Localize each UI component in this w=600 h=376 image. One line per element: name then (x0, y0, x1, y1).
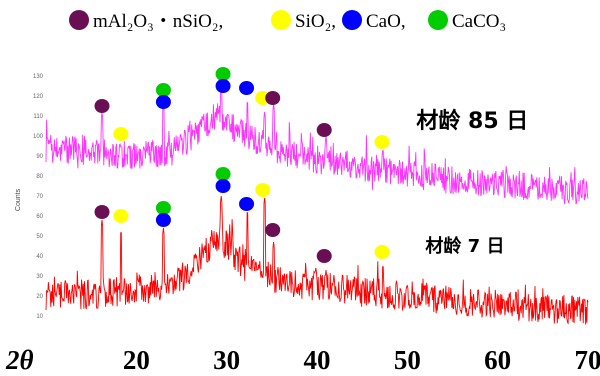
legend-marker-2 (342, 10, 362, 30)
phase-marker-mAl2O3 (265, 91, 281, 105)
phase-marker-CaCO3 (155, 201, 171, 215)
y-axis-label: Counts (15, 188, 22, 211)
phase-marker-CaO (155, 95, 171, 109)
x-axis: 20 30 40 50 60 70 2θ (5, 345, 600, 375)
y-tick-label: 100 (33, 134, 44, 140)
phase-marker-CaO (215, 179, 231, 193)
phase-marker-SiO2 (113, 209, 129, 223)
y-tick-label: 120 (33, 94, 44, 100)
series-line-0 (45, 87, 589, 205)
legend-label-3: CaCO₃ (452, 11, 506, 32)
x-tick-label: 60 (484, 345, 511, 375)
phase-marker-mAl2O3 (94, 205, 110, 219)
phase-marker-SiO2 (374, 245, 390, 259)
phase-marker-SiO2 (113, 127, 129, 141)
y-tick-label: 10 (36, 314, 43, 320)
y-tick-label: 60 (36, 214, 43, 220)
phase-marker-mAl2O3 (316, 249, 332, 263)
phase-marker-CaO (239, 197, 255, 211)
x-tick-label: 20 (123, 345, 150, 375)
legend-marker-3 (428, 10, 448, 30)
x-axis-label: 2θ (5, 345, 34, 375)
y-tick-label: 70 (36, 194, 43, 200)
phase-markers (94, 67, 390, 263)
x-tick-label: 70 (575, 345, 600, 375)
phase-marker-mAl2O3 (316, 123, 332, 137)
legend-marker-0 (69, 10, 89, 30)
y-tick-label: 80 (36, 174, 43, 180)
phase-marker-CaCO3 (215, 167, 231, 181)
y-tick-label: 110 (33, 114, 43, 120)
phase-marker-CaO (215, 79, 231, 93)
x-tick-label: 30 (213, 345, 240, 375)
annotation-1: 材龄 7 日 (425, 235, 504, 257)
annotation-0: 材龄 85 日 (416, 108, 528, 134)
legend: mAl₂O₃・nSiO₂, SiO₂, CaO, CaCO₃ (69, 10, 506, 32)
phase-marker-SiO2 (374, 135, 390, 149)
legend-marker-1 (271, 10, 291, 30)
phase-marker-SiO2 (255, 183, 271, 197)
plot-area (45, 87, 589, 325)
legend-label-1: SiO₂, (295, 11, 336, 32)
phase-marker-mAl2O3 (265, 223, 281, 237)
phase-marker-CaCO3 (155, 83, 171, 97)
y-tick-label: 130 (33, 74, 44, 80)
series-line-1 (45, 195, 589, 325)
phase-marker-CaO (239, 81, 255, 95)
legend-label-0: mAl₂O₃・nSiO₂, (93, 11, 223, 32)
y-tick-label: 30 (36, 274, 43, 280)
y-axis: 10 20 30 40 50 60 70 80 90 100 110 120 130 Counts (15, 74, 44, 320)
y-tick-label: 90 (36, 154, 43, 160)
x-tick-label: 50 (394, 345, 421, 375)
legend-label-2: CaO, (366, 11, 406, 32)
phase-marker-CaCO3 (215, 67, 231, 81)
y-tick-label: 50 (36, 234, 43, 240)
x-tick-label: 40 (304, 345, 331, 375)
phase-marker-mAl2O3 (94, 99, 110, 113)
y-tick-label: 20 (36, 294, 43, 300)
y-tick-label: 40 (36, 254, 43, 260)
annotations: 材龄 85 日材龄 7 日 (416, 108, 528, 257)
phase-marker-CaO (155, 213, 171, 227)
